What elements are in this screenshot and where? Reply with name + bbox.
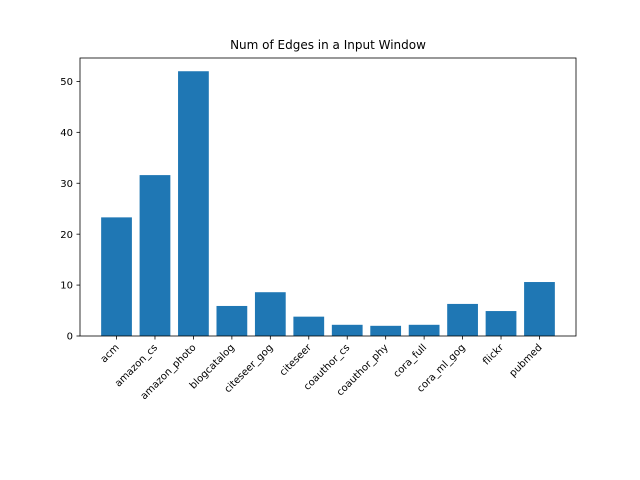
x-tick-label-citeseer: citeseer: [278, 342, 315, 379]
bar-cora_full: [408, 324, 440, 336]
bar-coauthor_cs: [331, 324, 363, 336]
bar-cora_ml_gog: [447, 303, 478, 336]
x-tick-label-acm: acm: [99, 342, 122, 365]
x-tick-label-pubmed: pubmed: [508, 342, 545, 379]
bar-citeseer_gog: [254, 292, 286, 336]
y-tick-label: 20: [60, 230, 73, 241]
bar-amazon_photo: [178, 71, 209, 336]
bar-amazon_cs: [139, 175, 171, 336]
bar-blogcatalog: [216, 305, 248, 336]
y-tick-label: 40: [60, 128, 73, 139]
bar-coauthor_phy: [370, 325, 402, 336]
chart-title: Num of Edges in a Input Window: [230, 38, 426, 52]
x-axis: acmamazon_csamazon_photoblogcatalogcites…: [99, 336, 545, 402]
y-tick-label: 10: [60, 281, 73, 292]
bar-pubmed: [524, 282, 555, 336]
bar-acm: [101, 217, 132, 336]
bar-citeseer: [293, 316, 325, 336]
x-tick-label-cora_full: cora_full: [392, 342, 430, 380]
y-tick-label: 50: [60, 77, 73, 88]
x-tick-label-flickr: flickr: [481, 342, 507, 368]
bars-group: [101, 71, 555, 336]
plot-frame: [79, 57, 577, 337]
y-tick-label: 30: [60, 179, 73, 190]
y-tick-label: 0: [67, 332, 73, 343]
y-axis: 0 10 20 30 40 50: [60, 77, 80, 343]
bar-flickr: [485, 311, 517, 336]
